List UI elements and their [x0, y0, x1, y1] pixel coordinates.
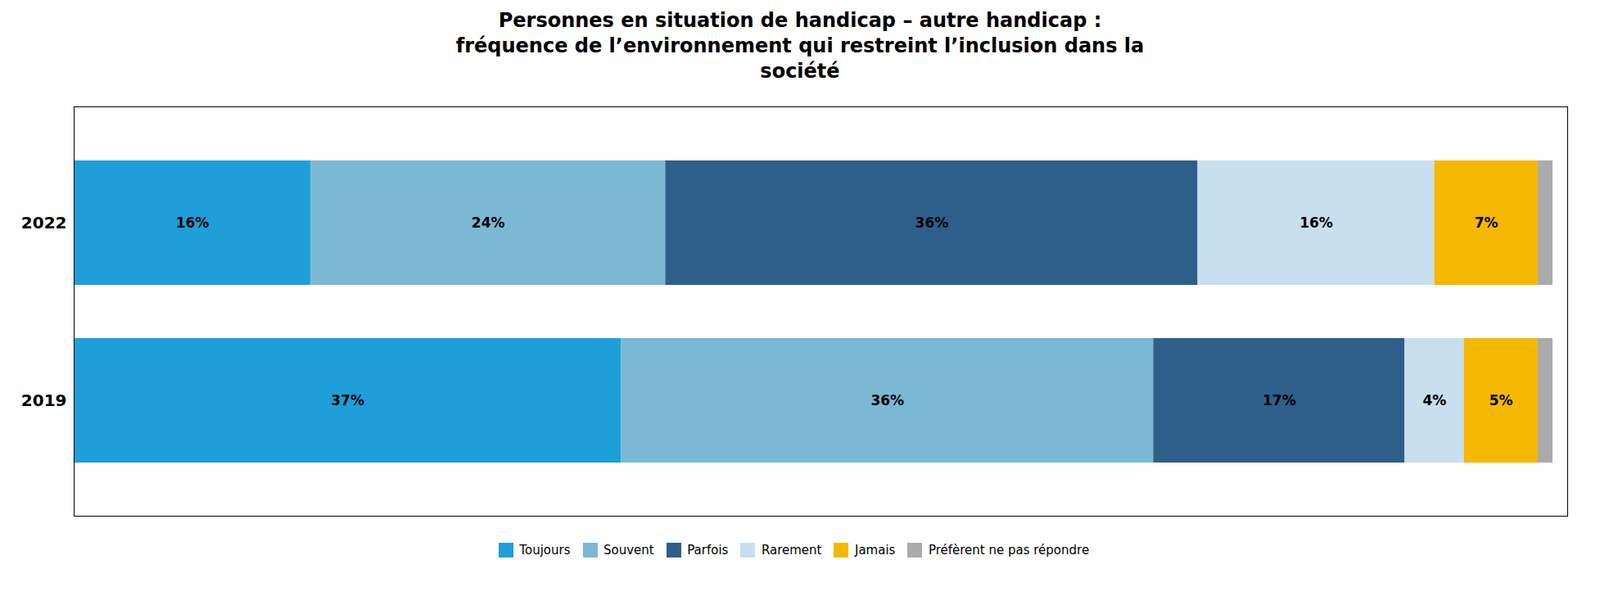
svg-text:37%: 37% — [330, 392, 365, 409]
svg-text:36%: 36% — [870, 392, 904, 409]
svg-text:4%: 4% — [1423, 392, 1447, 409]
html-text:Parfois: Parfois — [687, 542, 729, 558]
html-text:Préfèrent ne pas répondre: Préfèrent ne pas répondre — [928, 542, 1090, 558]
svg-text:16%: 16% — [176, 214, 210, 231]
svg-text:2022: 2022 — [21, 212, 68, 232]
html-text:Toujours: Toujours — [519, 542, 571, 558]
svg-text:24%: 24% — [471, 214, 506, 231]
html-text:Personnes en situation de hand: Personnes en situation de handicap – aut… — [455, 9, 1145, 84]
svg-text:7%: 7% — [1474, 214, 1499, 231]
svg-text:36%: 36% — [915, 214, 950, 231]
svg-text:5%: 5% — [1489, 392, 1514, 409]
html-text:Souvent: Souvent — [603, 542, 655, 558]
svg-text:17%: 17% — [1262, 392, 1297, 409]
html-text:Rarement: Rarement — [761, 542, 822, 558]
svg-text:2019: 2019 — [21, 389, 68, 410]
html-text:Jamais: Jamais — [854, 542, 896, 558]
svg-text:16%: 16% — [1299, 214, 1334, 231]
